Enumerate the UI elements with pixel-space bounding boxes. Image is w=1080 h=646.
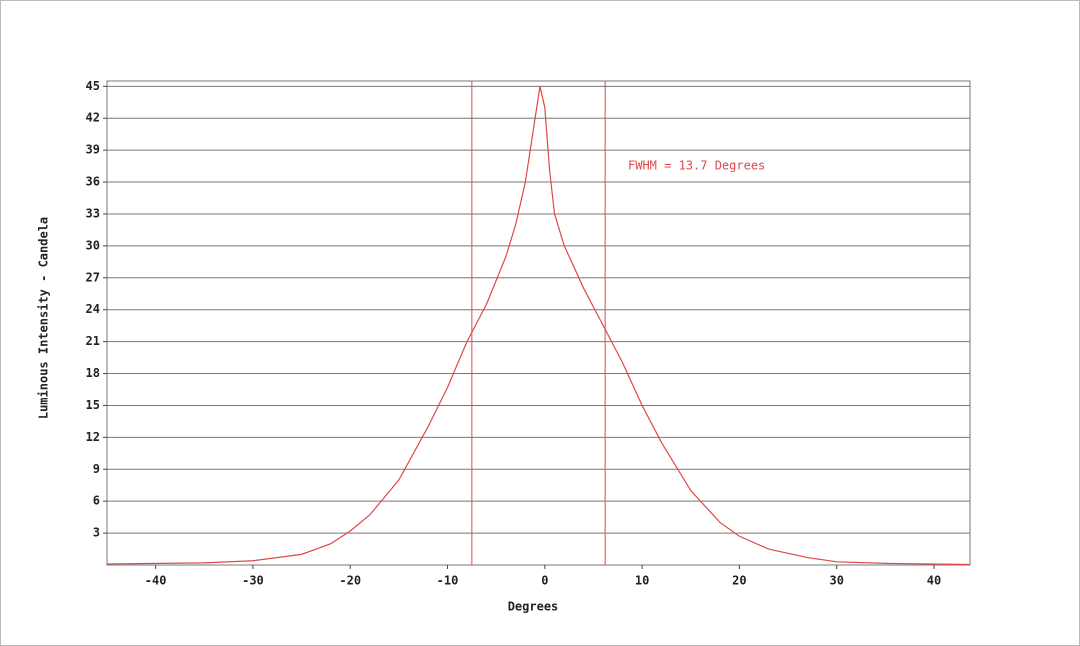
y-tick-label: 24 — [86, 302, 100, 316]
y-tick-label: 18 — [86, 366, 100, 380]
y-tick-label: 45 — [86, 79, 100, 93]
y-tick-label: 30 — [86, 238, 100, 252]
x-tick-label: -40 — [145, 574, 167, 588]
x-tick-label: 0 — [541, 574, 548, 588]
x-tick-label: -10 — [437, 574, 459, 588]
plot-area — [106, 80, 971, 566]
y-tick-label: 12 — [86, 430, 100, 444]
y-axis-label: Luminous Intensity - Candela — [37, 217, 51, 419]
y-tick-label: 27 — [86, 270, 100, 284]
y-tick-label: 3 — [93, 526, 100, 540]
x-tick-label: 40 — [927, 574, 941, 588]
x-tick-label: 10 — [635, 574, 649, 588]
line-series — [106, 86, 971, 566]
x-tick-label: 30 — [829, 574, 843, 588]
y-tick-label: 33 — [86, 206, 100, 220]
y-tick-label: 21 — [86, 334, 100, 348]
y-tick-label: 9 — [93, 462, 100, 476]
y-tick-label: 6 — [93, 494, 100, 508]
x-tick-label: 20 — [732, 574, 746, 588]
x-tick-label: -30 — [242, 574, 264, 588]
x-axis-label: Degrees — [508, 600, 559, 614]
y-tick-label: 39 — [86, 143, 100, 157]
y-tick-label: 15 — [86, 398, 100, 412]
annotation: FWHM = 13.7 Degrees — [628, 159, 765, 173]
y-tick-label: 36 — [86, 175, 100, 189]
y-tick-label: 42 — [86, 111, 100, 125]
x-tick-label: -20 — [339, 574, 361, 588]
